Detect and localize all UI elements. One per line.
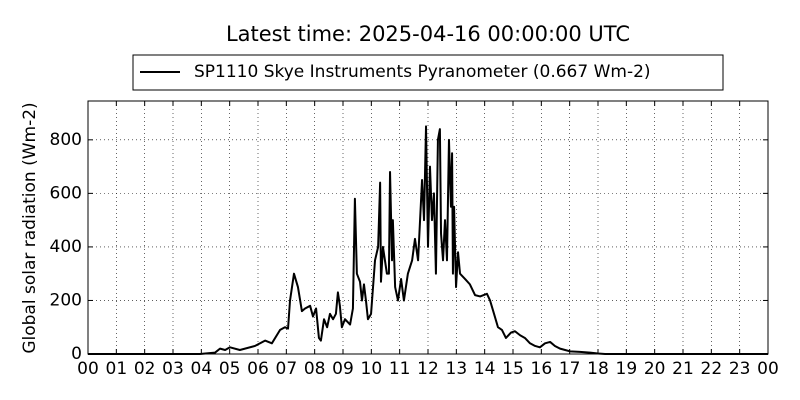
y-tick-label: 400 [50, 237, 82, 257]
y-tick-label: 600 [50, 183, 82, 203]
x-tick-label: 21 [672, 359, 694, 379]
x-tick-label: 05 [219, 359, 241, 379]
y-axis-label: Global solar radiation (Wm-2) [20, 102, 40, 353]
x-tick-label: 23 [729, 359, 751, 379]
x-tick-label: 07 [276, 359, 298, 379]
plot-frame [87, 100, 769, 355]
y-tick-label: 200 [50, 290, 82, 310]
x-tick-label: 09 [332, 359, 354, 379]
x-tick-label: 11 [389, 359, 411, 379]
data-line [88, 125, 768, 355]
x-tick-label: 20 [644, 359, 666, 379]
x-tick-label: 00 [757, 359, 779, 379]
legend-box [132, 54, 724, 91]
chart-title: Latest time: 2025-04-16 00:00:00 UTC [226, 22, 630, 46]
x-tick-label: 16 [531, 359, 553, 379]
x-tick-label: 15 [502, 359, 524, 379]
x-tick-label: 14 [474, 359, 496, 379]
y-tick-label: 800 [50, 130, 82, 150]
x-tick-label: 02 [134, 359, 156, 379]
x-tick-label: 04 [191, 359, 213, 379]
x-tick-label: 13 [446, 359, 468, 379]
y-tick-label: 0 [71, 344, 82, 364]
x-tick-label: 06 [247, 359, 269, 379]
x-tick-label: 17 [559, 359, 581, 379]
x-tick-label: 18 [587, 359, 609, 379]
x-tick-label: 08 [304, 359, 326, 379]
legend-label: SP1110 Skye Instruments Pyranometer (0.6… [194, 62, 651, 82]
x-tick-label: 03 [162, 359, 184, 379]
x-tick-label: 00 [77, 359, 99, 379]
x-tick-label: 19 [616, 359, 638, 379]
x-tick-label: 01 [106, 359, 128, 379]
x-tick-label: 22 [701, 359, 723, 379]
x-tick-label: 12 [417, 359, 439, 379]
x-tick-label: 10 [361, 359, 383, 379]
